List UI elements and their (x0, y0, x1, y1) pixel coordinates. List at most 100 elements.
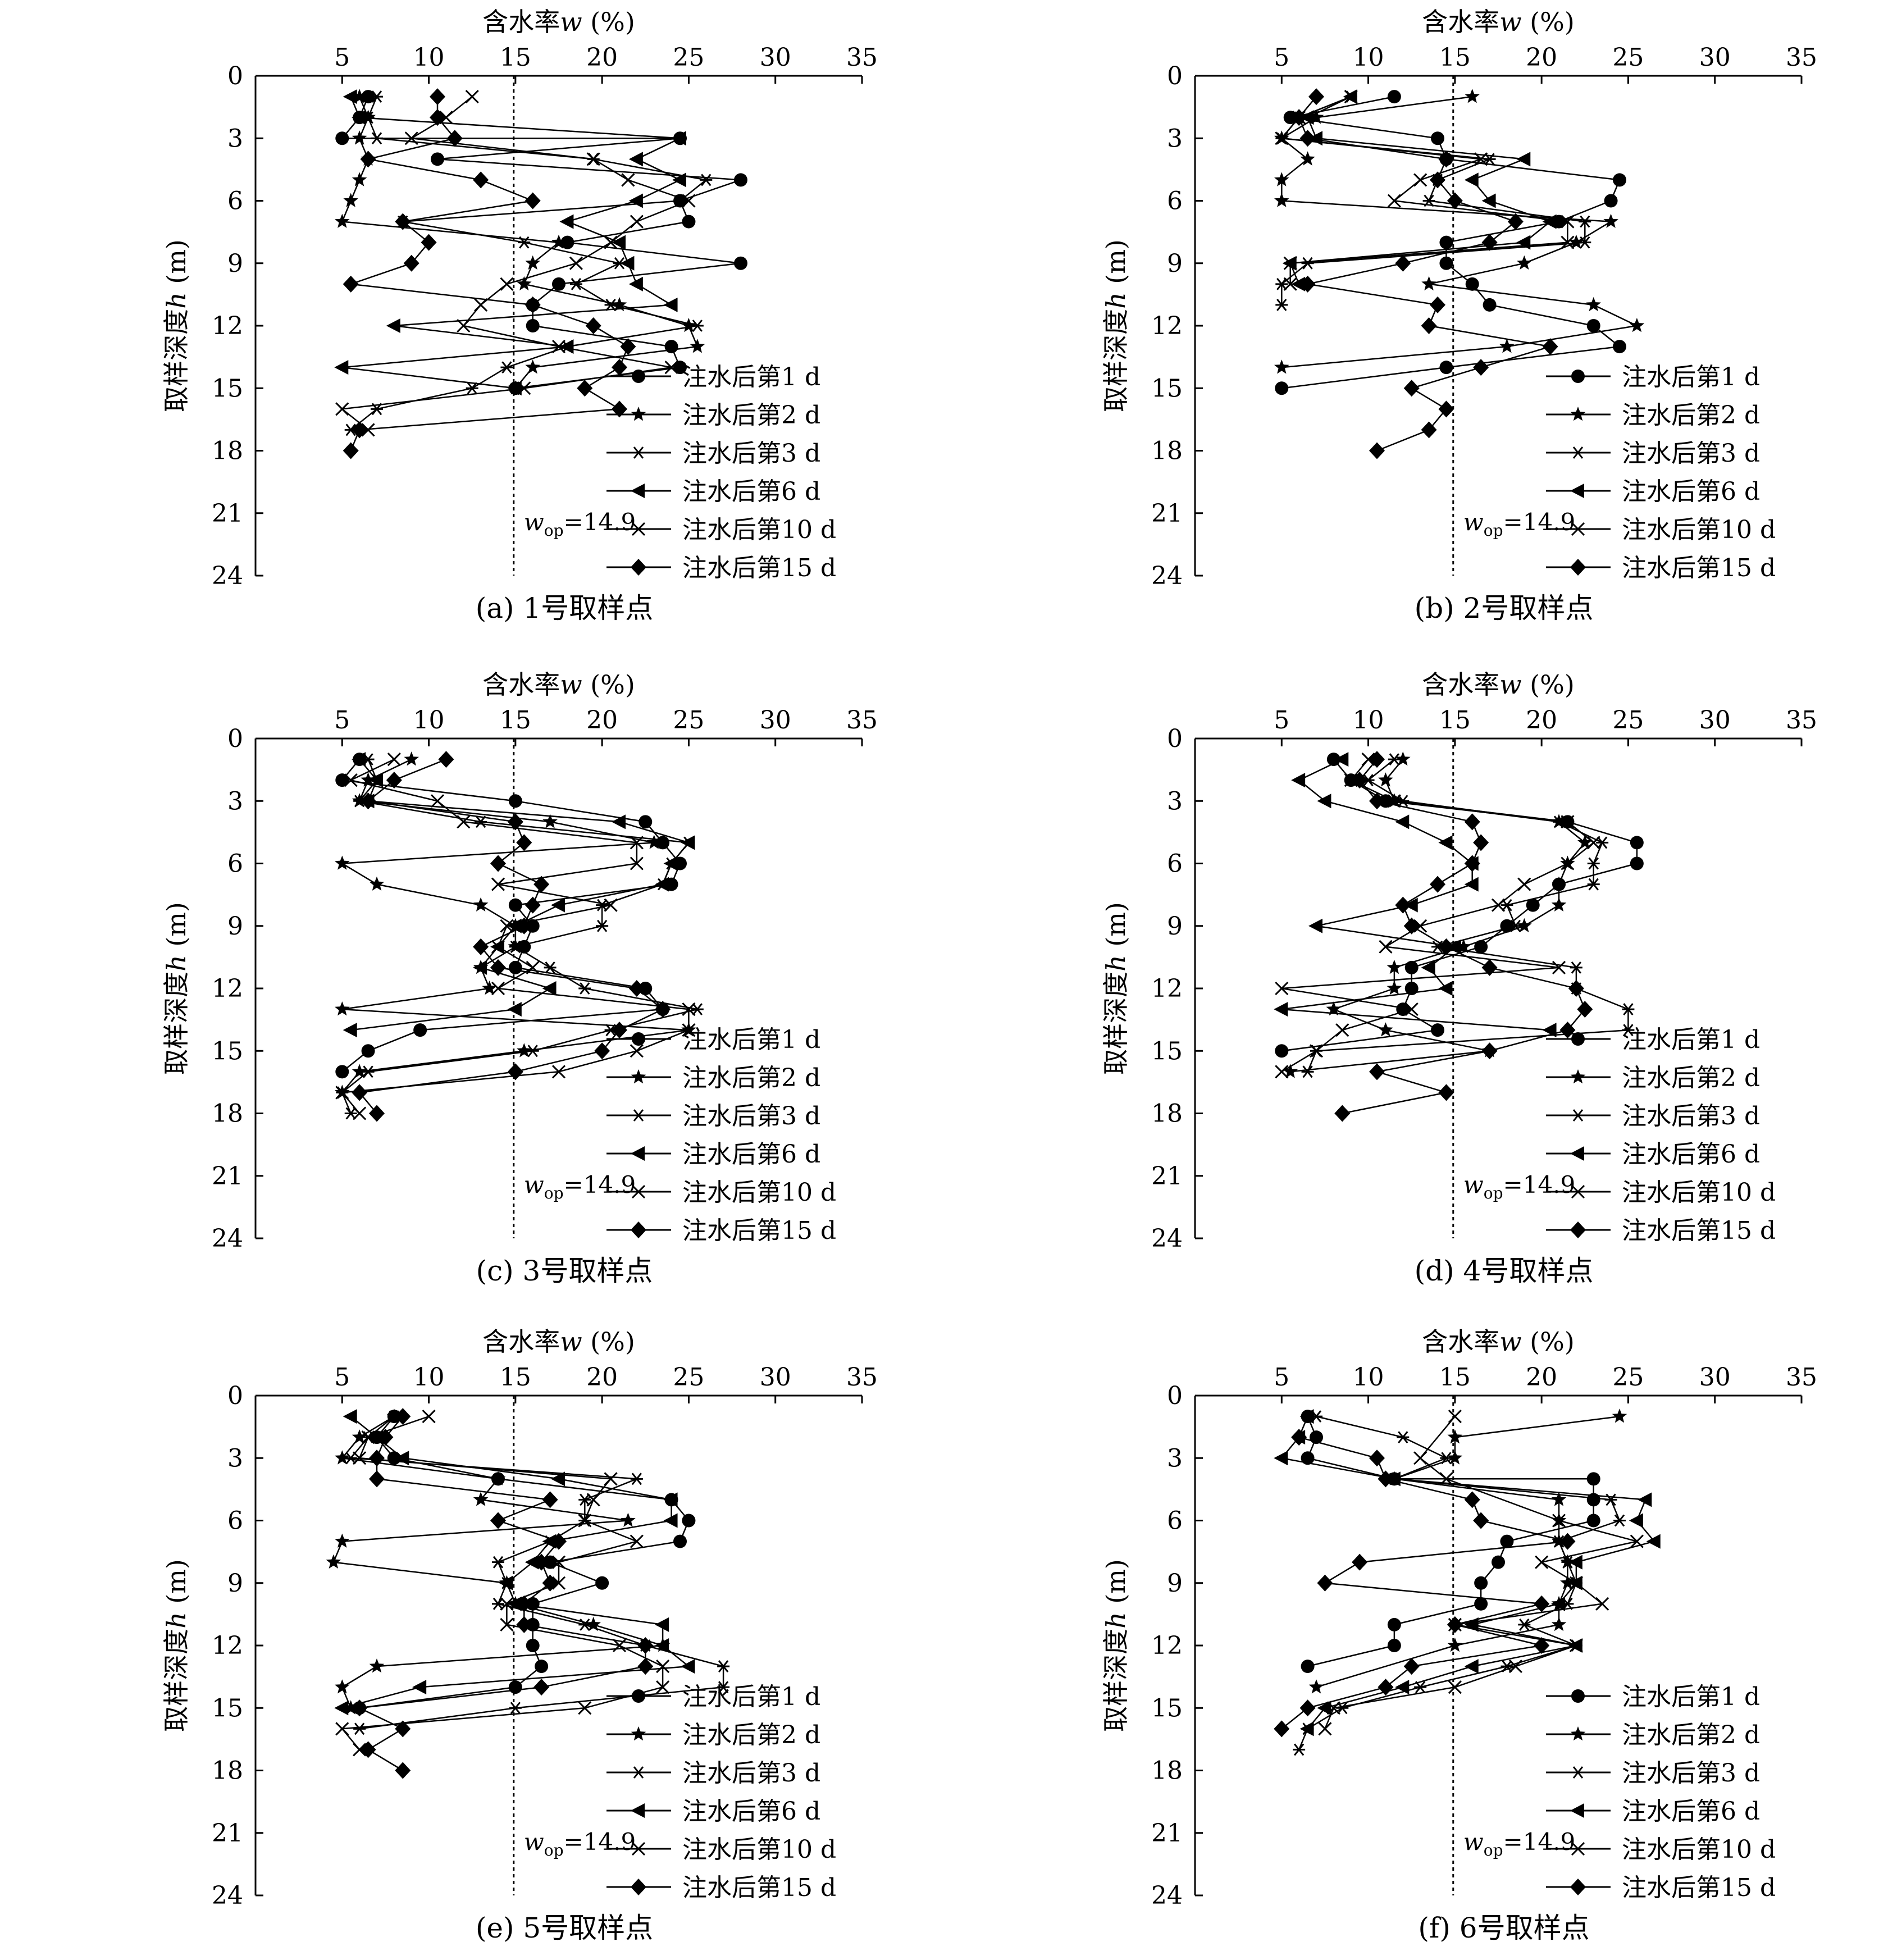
legend-marker (1570, 407, 1586, 421)
data-point (508, 960, 522, 974)
series-day-3 (344, 90, 713, 436)
y-tick-label: 3 (1167, 124, 1183, 153)
data-point (664, 361, 678, 375)
legend-marker (1572, 1109, 1584, 1122)
data-point (637, 1637, 654, 1654)
data-point (1274, 1002, 1288, 1017)
data-point (352, 1064, 367, 1078)
series-day-1 (1275, 90, 1626, 395)
series-line (1298, 96, 1551, 452)
data-point (1447, 1450, 1463, 1465)
y-tick-label: 15 (212, 1694, 243, 1722)
data-point (656, 1660, 670, 1674)
series-day-3 (336, 753, 704, 1120)
data-point (1561, 215, 1575, 229)
optimum-moisture-label: wop=14.9 (524, 1171, 636, 1202)
series-day-4 (1274, 1409, 1661, 1736)
data-point (1369, 751, 1385, 768)
series-day-6 (352, 751, 671, 1122)
panel-2: 5 10 15 20 25 30 35 0 3 6 9 12 15 18 21 24 含水率w (%) 取样深度h… (1101, 7, 1817, 625)
legend-marker (1571, 1842, 1585, 1856)
data-point (628, 980, 645, 997)
data-point (1387, 1639, 1401, 1652)
data-point (578, 1514, 592, 1528)
y-tick-label: 6 (227, 1507, 243, 1535)
data-point (500, 277, 514, 291)
data-point (681, 835, 695, 850)
data-point (1387, 1617, 1401, 1631)
data-point (1499, 339, 1515, 353)
legend-label: 注水后第6 d (1622, 1797, 1760, 1826)
data-point (343, 1023, 357, 1038)
data-point (473, 897, 489, 911)
x-tick-label: 20 (1526, 706, 1557, 735)
data-point (1397, 1431, 1410, 1444)
x-tick-label: 20 (1526, 1363, 1557, 1392)
y-tick-label: 0 (227, 724, 243, 753)
data-point (1551, 1616, 1567, 1631)
data-point (1299, 275, 1316, 293)
data-point (1481, 193, 1496, 208)
data-point (612, 297, 627, 312)
data-point (457, 815, 471, 829)
data-point (1291, 1429, 1307, 1446)
legend-marker (631, 1184, 646, 1199)
data-point (655, 1617, 669, 1632)
x-axis-title: 含水率w (%) (1422, 1327, 1575, 1357)
legend-marker (1571, 1689, 1585, 1703)
data-point (466, 382, 478, 395)
optimum-moisture-label: wop=14.9 (524, 1828, 636, 1859)
data-point (1421, 317, 1437, 334)
data-point (1403, 1658, 1420, 1675)
data-point (612, 814, 626, 829)
data-point (1344, 773, 1358, 787)
x-tick-label: 30 (1699, 706, 1731, 735)
data-point (542, 814, 558, 828)
data-point (630, 215, 644, 229)
data-point (717, 1660, 730, 1673)
y-tick-label: 24 (212, 1881, 243, 1910)
legend-marker (631, 1146, 645, 1161)
y-tick-label: 18 (212, 1757, 243, 1785)
data-point (1301, 1660, 1315, 1674)
data-point (369, 1470, 385, 1488)
y-tick-label: 21 (212, 499, 243, 528)
data-point (446, 130, 463, 147)
data-point (369, 1450, 385, 1467)
data-point (335, 1065, 349, 1079)
data-point (1275, 981, 1289, 996)
y-tick-label: 6 (227, 850, 243, 878)
data-point (1421, 960, 1435, 975)
legend-label: 注水后第1 d (682, 1683, 820, 1711)
data-point (352, 421, 368, 439)
data-point (551, 1576, 566, 1590)
data-point (542, 1534, 557, 1549)
data-point (612, 359, 627, 376)
y-tick-label: 6 (1167, 187, 1183, 216)
data-point (1438, 938, 1454, 955)
legend-label: 注水后第6 d (1622, 1140, 1760, 1169)
legend-marker (1570, 1069, 1586, 1084)
y-tick-label: 0 (1167, 724, 1183, 753)
data-point (1464, 172, 1479, 188)
data-point (604, 898, 618, 912)
data-point (628, 276, 643, 291)
data-point (1542, 338, 1558, 355)
data-point (1430, 171, 1445, 189)
legend-marker (632, 1689, 645, 1703)
data-point (371, 90, 383, 103)
data-point (612, 235, 626, 250)
y-tick-label: 12 (212, 974, 243, 1003)
data-point (1291, 276, 1306, 291)
data-point (681, 318, 696, 332)
data-point (352, 752, 366, 767)
data-point (1431, 131, 1444, 145)
data-point (526, 319, 540, 332)
data-point (473, 938, 489, 955)
y-axis-title: 取样深度h (m) (161, 902, 191, 1075)
data-point (1447, 192, 1463, 209)
y-tick-label: 9 (227, 912, 243, 941)
y-tick-label: 15 (1151, 1037, 1183, 1065)
optimum-moisture-label: wop=14.9 (524, 508, 636, 540)
data-point (1526, 898, 1540, 912)
